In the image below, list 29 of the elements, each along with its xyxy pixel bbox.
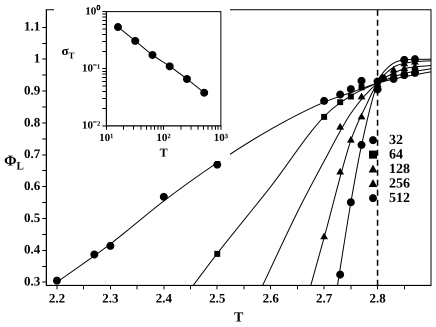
x-tick-label: 10¹ — [99, 132, 114, 144]
x-tick-label: 10³ — [214, 132, 229, 144]
x-tick-label: 2.5 — [209, 290, 226, 306]
y-tick-label: 0.8 — [24, 114, 41, 130]
legend-label: 512 — [389, 190, 410, 206]
x-tick-label: 10² — [156, 132, 172, 144]
y-tick-label: 0.3 — [24, 274, 41, 289]
x-tick-label: 2.3 — [102, 290, 119, 306]
y-tick-label: 10⁰ — [85, 4, 100, 18]
legend-label: 64 — [389, 147, 403, 162]
y-tick-label: 0.4 — [24, 242, 41, 257]
y-tick-label: 0.6 — [24, 178, 41, 193]
x-tick-label: 2.8 — [369, 290, 386, 306]
x-tick-label: 2.2 — [48, 290, 66, 306]
y-tick-label: 0.9 — [24, 82, 41, 98]
y-tick-label: 1 — [34, 50, 40, 66]
legend-label: 256 — [389, 176, 410, 192]
x-axis-title: T — [234, 310, 244, 326]
y-tick-label: 10⁻² — [82, 120, 101, 132]
y-tick-label: 0.7 — [24, 146, 41, 162]
legend-label: 128 — [389, 162, 410, 177]
x-tick-label: 2.7 — [316, 290, 333, 306]
y-tick-label: 0.5 — [24, 210, 41, 225]
legend-label: 32 — [389, 132, 403, 148]
y-tick-label: 1.1 — [24, 18, 40, 34]
x-tick-label: 2.4 — [156, 290, 172, 306]
x-tick-label: 2.6 — [262, 290, 280, 306]
y-tick-label: 10⁻¹ — [82, 62, 100, 75]
x-axis-title: T — [160, 145, 168, 160]
